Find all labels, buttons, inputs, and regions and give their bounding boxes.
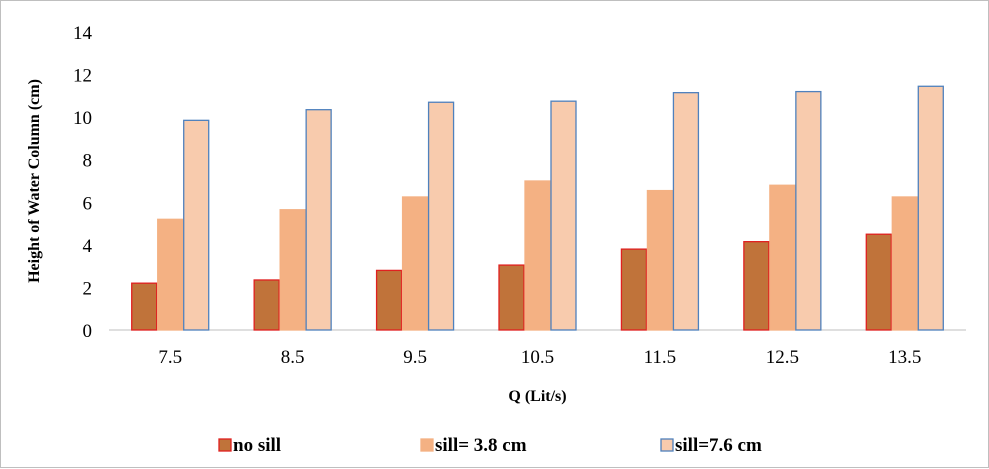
y-axis-title: Height of Water Column (cm) [26,79,43,283]
bar-sill-7-6-cm-8.5 [305,109,332,331]
bar-sill-3-8-cm-7.5 [157,218,184,331]
legend-label: sill=7.6 cm [675,435,762,456]
y-tick-label: 10 [73,108,92,129]
bar-sill-3-8-cm-13.5 [891,196,918,331]
legend-label: no sill [233,435,281,456]
x-tick-label: 8.5 [281,347,305,368]
y-axis-ticks: 0 2 4 6 8 10 12 14 [73,23,93,342]
y-tick-label: 2 [83,278,93,299]
bar-sill-7-6-cm-10.5 [550,100,577,331]
bar-no-sill-11.5 [620,248,648,331]
bar-sill-3-8-cm-11.5 [646,189,674,331]
bar-no-sill-10.5 [498,264,525,331]
y-tick-label: 6 [83,193,93,214]
bar-sill-3-8-cm-12.5 [769,184,796,331]
bar-no-sill-9.5 [375,269,403,331]
y-tick-label: 8 [83,151,93,172]
y-tick-label: 4 [83,236,93,257]
bar-no-sill-12.5 [743,241,770,331]
bar-sill-7-6-cm-12.5 [795,90,822,331]
bar-no-sill-7.5 [131,282,158,331]
bar-no-sill-13.5 [865,233,892,331]
bar-sill-3-8-cm-8.5 [279,209,306,331]
x-axis-ticks: 7.5 8.5 9.5 10.5 11.5 12.5 13.5 [158,347,921,368]
x-tick-label: 10.5 [521,347,554,368]
legend-label: sill= 3.8 cm [435,435,527,456]
bar-sill-3-8-cm-9.5 [401,196,429,331]
y-tick-label: 0 [83,321,93,342]
legend-swatch [660,438,674,452]
bar-sill-7-6-cm-7.5 [183,119,210,331]
x-tick-label: 9.5 [403,347,427,368]
bars-group [131,85,944,331]
y-tick-label: 12 [73,66,92,87]
legend-swatch [218,438,232,452]
legend-swatch [420,438,434,452]
bar-sill-3-8-cm-10.5 [524,180,551,331]
bar-sill-7-6-cm-9.5 [427,101,455,331]
bar-sill-7-6-cm-11.5 [672,92,700,331]
bar-no-sill-8.5 [253,279,280,331]
x-tick-label: 11.5 [644,347,677,368]
x-tick-label: 7.5 [158,347,182,368]
legend: no sill sill= 3.8 cm sill=7.6 cm [218,435,762,456]
bar-sill-7-6-cm-13.5 [917,85,944,331]
x-axis-title: Q (Lit/s) [508,388,566,405]
x-tick-label: 13.5 [888,347,921,368]
x-tick-label: 12.5 [766,347,799,368]
y-tick-label: 14 [73,23,93,44]
